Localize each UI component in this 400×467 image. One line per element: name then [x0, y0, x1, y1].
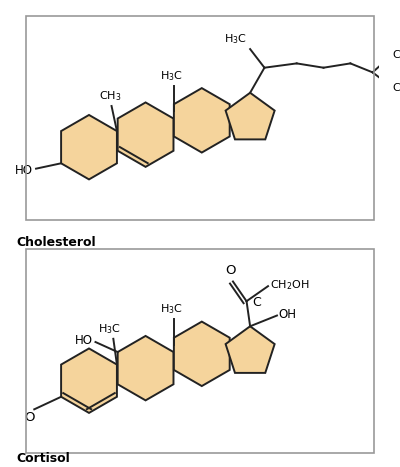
Text: C: C	[252, 297, 261, 310]
Bar	[26, 16, 374, 220]
Polygon shape	[226, 326, 275, 373]
Text: Cortisol: Cortisol	[16, 452, 70, 465]
Polygon shape	[174, 322, 230, 386]
Polygon shape	[118, 336, 174, 400]
Text: O: O	[225, 264, 235, 277]
Bar	[26, 249, 374, 453]
Text: CH$_3$: CH$_3$	[98, 89, 121, 103]
Polygon shape	[118, 102, 174, 167]
Polygon shape	[226, 93, 275, 139]
Text: H$_3$C: H$_3$C	[98, 322, 120, 336]
Polygon shape	[61, 115, 117, 179]
Text: OH: OH	[279, 308, 297, 321]
Text: CH$_3$: CH$_3$	[392, 49, 400, 63]
Text: H$_3$C: H$_3$C	[160, 69, 183, 83]
Polygon shape	[174, 88, 230, 153]
Polygon shape	[61, 348, 117, 413]
Text: HO: HO	[15, 164, 33, 177]
Text: H$_3$C: H$_3$C	[224, 32, 246, 46]
Text: CH$_2$OH: CH$_2$OH	[270, 278, 309, 291]
Text: HO: HO	[75, 334, 93, 347]
Text: CH$_3$: CH$_3$	[392, 81, 400, 95]
Text: H$_3$C: H$_3$C	[160, 303, 183, 316]
Text: Cholesterol: Cholesterol	[16, 236, 96, 249]
Text: O: O	[25, 411, 35, 424]
